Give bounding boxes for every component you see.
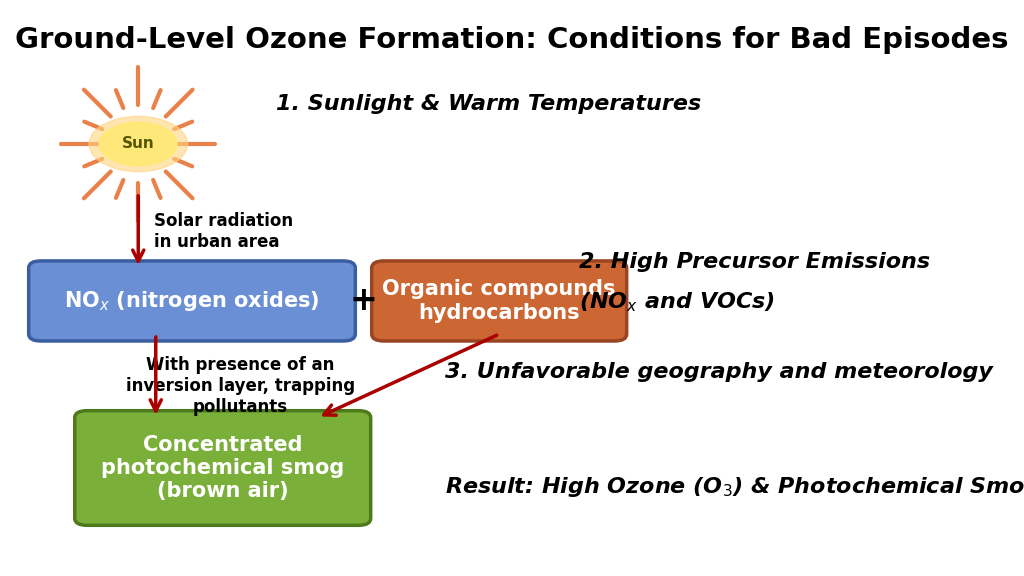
Text: NO$_x$ (nitrogen oxides): NO$_x$ (nitrogen oxides) <box>65 289 319 313</box>
FancyBboxPatch shape <box>75 411 371 525</box>
Text: Solar radiation
in urban area: Solar radiation in urban area <box>154 212 293 251</box>
FancyBboxPatch shape <box>29 261 355 341</box>
Text: With presence of an
inversion layer, trapping
pollutants: With presence of an inversion layer, tra… <box>126 356 355 416</box>
Circle shape <box>99 122 177 166</box>
Text: +: + <box>349 284 378 317</box>
Text: (NO$_x$ and VOCs): (NO$_x$ and VOCs) <box>579 291 774 314</box>
Text: Organic compounds
hydrocarbons: Organic compounds hydrocarbons <box>382 279 616 323</box>
FancyBboxPatch shape <box>372 261 627 341</box>
Text: 2. High Precursor Emissions: 2. High Precursor Emissions <box>579 252 930 272</box>
Circle shape <box>89 116 187 172</box>
Text: Sun: Sun <box>122 137 155 151</box>
Text: Result: High Ozone (O$_3$) & Photochemical Smog: Result: High Ozone (O$_3$) & Photochemic… <box>445 475 1024 499</box>
Text: 3. Unfavorable geography and meteorology: 3. Unfavorable geography and meteorology <box>445 362 993 381</box>
Text: 1. Sunlight & Warm Temperatures: 1. Sunlight & Warm Temperatures <box>276 94 701 113</box>
Text: Ground-Level Ozone Formation: Conditions for Bad Episodes: Ground-Level Ozone Formation: Conditions… <box>15 26 1009 54</box>
Text: Concentrated
photochemical smog
(brown air): Concentrated photochemical smog (brown a… <box>101 435 344 501</box>
